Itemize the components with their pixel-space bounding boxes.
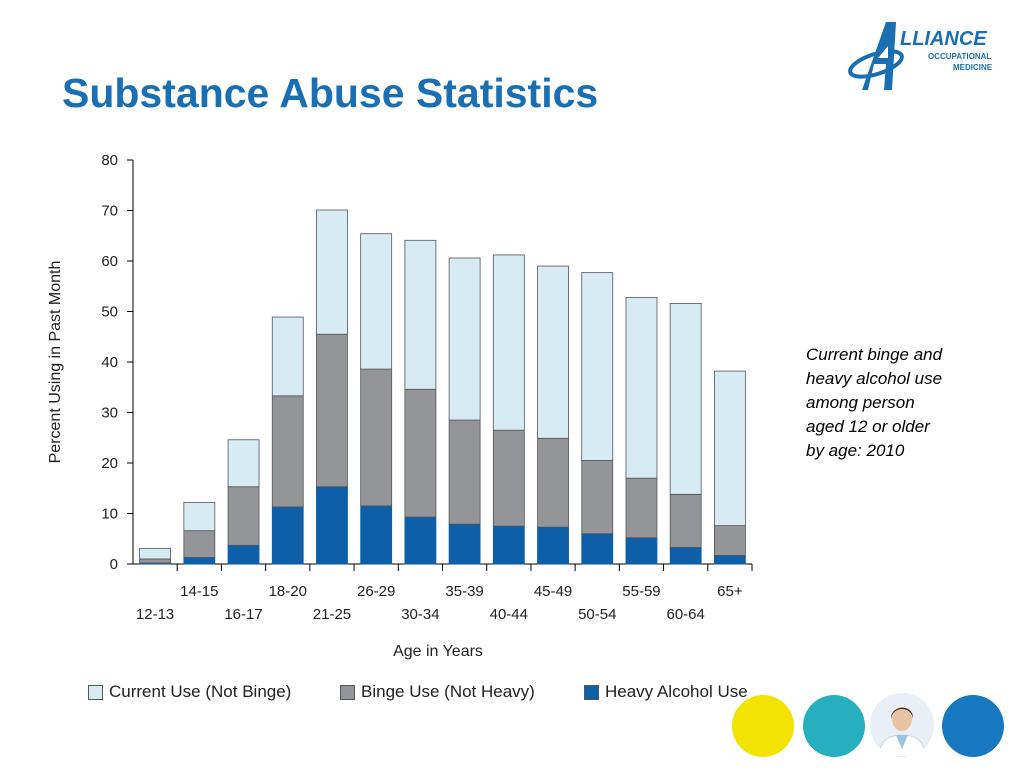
bar-segment-heavy bbox=[713, 555, 746, 565]
x-tick-label: 16-17 bbox=[224, 606, 262, 623]
bar-segment-current bbox=[227, 439, 260, 488]
bar-segment-heavy bbox=[492, 525, 525, 565]
x-tick-label: 26-29 bbox=[357, 583, 395, 600]
bar-segment-heavy bbox=[669, 546, 702, 565]
bar-segment-heavy bbox=[183, 557, 216, 565]
bar-segment-binge bbox=[183, 530, 216, 558]
bar-segment-heavy bbox=[271, 506, 304, 565]
y-tick-label: 70 bbox=[101, 203, 118, 220]
y-tick-label: 20 bbox=[101, 455, 118, 472]
bar-segment-current bbox=[713, 370, 746, 527]
bar-segment-heavy bbox=[625, 537, 658, 565]
x-tick-label: 60-64 bbox=[666, 606, 704, 623]
decorative-yellow-circle bbox=[732, 695, 794, 757]
bar-segment-binge bbox=[227, 486, 260, 546]
chart-caption: Current binge and heavy alcohol use amon… bbox=[806, 345, 943, 460]
alliance-logo-mark bbox=[848, 22, 904, 90]
logo-subtitle-1: OCCUPATIONAL bbox=[928, 52, 992, 61]
doctor-photo bbox=[870, 693, 934, 757]
bar-segment-binge bbox=[271, 395, 304, 508]
bar-segment-binge bbox=[713, 525, 746, 556]
x-tick-label: 30-34 bbox=[401, 606, 439, 623]
doctor-icon bbox=[870, 693, 934, 757]
bar-segment-current bbox=[625, 296, 658, 479]
y-tick-label: 10 bbox=[101, 506, 118, 523]
bar-segment-current bbox=[537, 265, 569, 439]
legend-item-heavy-use: Heavy Alcohol Use bbox=[584, 682, 748, 702]
bar-segment-heavy bbox=[537, 526, 569, 565]
legend-label-binge-use: Binge Use (Not Heavy) bbox=[361, 682, 535, 701]
y-tick-label: 60 bbox=[101, 253, 118, 270]
bar-segment-heavy bbox=[360, 505, 393, 565]
x-axis-label: Age in Years bbox=[393, 643, 483, 660]
bar-segment-binge bbox=[492, 429, 525, 527]
bar-segment-heavy bbox=[404, 516, 437, 565]
x-tick-label: 40-44 bbox=[490, 606, 528, 623]
alliance-logo: LLIANCE OCCUPATIONAL MEDICINE bbox=[848, 18, 1004, 92]
bar-segment-current bbox=[404, 239, 437, 390]
bar-segment-binge bbox=[669, 493, 702, 548]
legend-swatch-heavy-use bbox=[584, 684, 599, 700]
bar-segment-current bbox=[448, 257, 481, 421]
y-tick-label: 30 bbox=[101, 405, 118, 422]
slide-title: Substance Abuse Statistics bbox=[62, 70, 599, 116]
x-tick-label: 21-25 bbox=[313, 606, 351, 623]
legend-swatch-current-use bbox=[88, 684, 103, 700]
decorative-blue-circle bbox=[942, 695, 1004, 757]
bar-segment-current bbox=[669, 303, 702, 495]
x-tick-label: 14-15 bbox=[180, 583, 218, 600]
y-axis-label: Percent Using in Past Month bbox=[47, 261, 64, 464]
bar-segment-current bbox=[492, 254, 525, 431]
x-tick-label: 18-20 bbox=[269, 583, 307, 600]
legend-item-binge-use: Binge Use (Not Heavy) bbox=[340, 682, 535, 702]
logo-subtitle-2: MEDICINE bbox=[953, 63, 993, 72]
x-tick-label: 50-54 bbox=[578, 606, 616, 623]
x-tick-label: 65+ bbox=[717, 583, 743, 600]
x-tick-label: 12-13 bbox=[136, 606, 174, 623]
bar-segment-binge bbox=[625, 477, 658, 539]
bar-segment-heavy bbox=[227, 544, 260, 565]
bar-segment-heavy bbox=[581, 533, 614, 565]
bar-segment-binge bbox=[316, 333, 348, 488]
legend-label-heavy-use: Heavy Alcohol Use bbox=[605, 682, 748, 701]
bar-segment-current bbox=[581, 272, 614, 461]
legend-label-current-use: Current Use (Not Binge) bbox=[109, 682, 292, 701]
x-tick-label: 45-49 bbox=[534, 583, 572, 600]
bar-segment-current bbox=[360, 233, 393, 370]
y-tick-label: 80 bbox=[101, 152, 118, 169]
y-tick-label: 0 bbox=[110, 556, 118, 573]
x-tick-label: 35-39 bbox=[445, 583, 483, 600]
bar-segment-binge bbox=[360, 368, 393, 507]
legend-item-current-use: Current Use (Not Binge) bbox=[88, 682, 291, 702]
bar-segment-binge bbox=[404, 388, 437, 518]
bar-segment-current bbox=[183, 501, 216, 532]
bar-segment-heavy bbox=[316, 486, 348, 565]
logo-name: LLIANCE bbox=[900, 28, 987, 50]
stacked-bar-chart: 0 10 20 30 40 50 60 70 80 Percent Using in Past M… bbox=[47, 152, 753, 660]
bar-segment-binge bbox=[537, 437, 569, 528]
bar-segment-binge bbox=[139, 558, 172, 564]
y-tick-label: 40 bbox=[101, 354, 118, 371]
bar-segment-heavy bbox=[448, 523, 481, 565]
legend-swatch-binge-use bbox=[340, 684, 355, 700]
bar-segment-binge bbox=[581, 460, 614, 535]
bar-segment-current bbox=[139, 547, 172, 560]
bar-segment-current bbox=[271, 316, 304, 397]
bar-segment-current bbox=[316, 209, 348, 335]
x-tick-label: 55-59 bbox=[622, 583, 660, 600]
decorative-teal-circle bbox=[803, 695, 865, 757]
y-tick-label: 50 bbox=[101, 304, 118, 321]
bar-segment-binge bbox=[448, 419, 481, 525]
